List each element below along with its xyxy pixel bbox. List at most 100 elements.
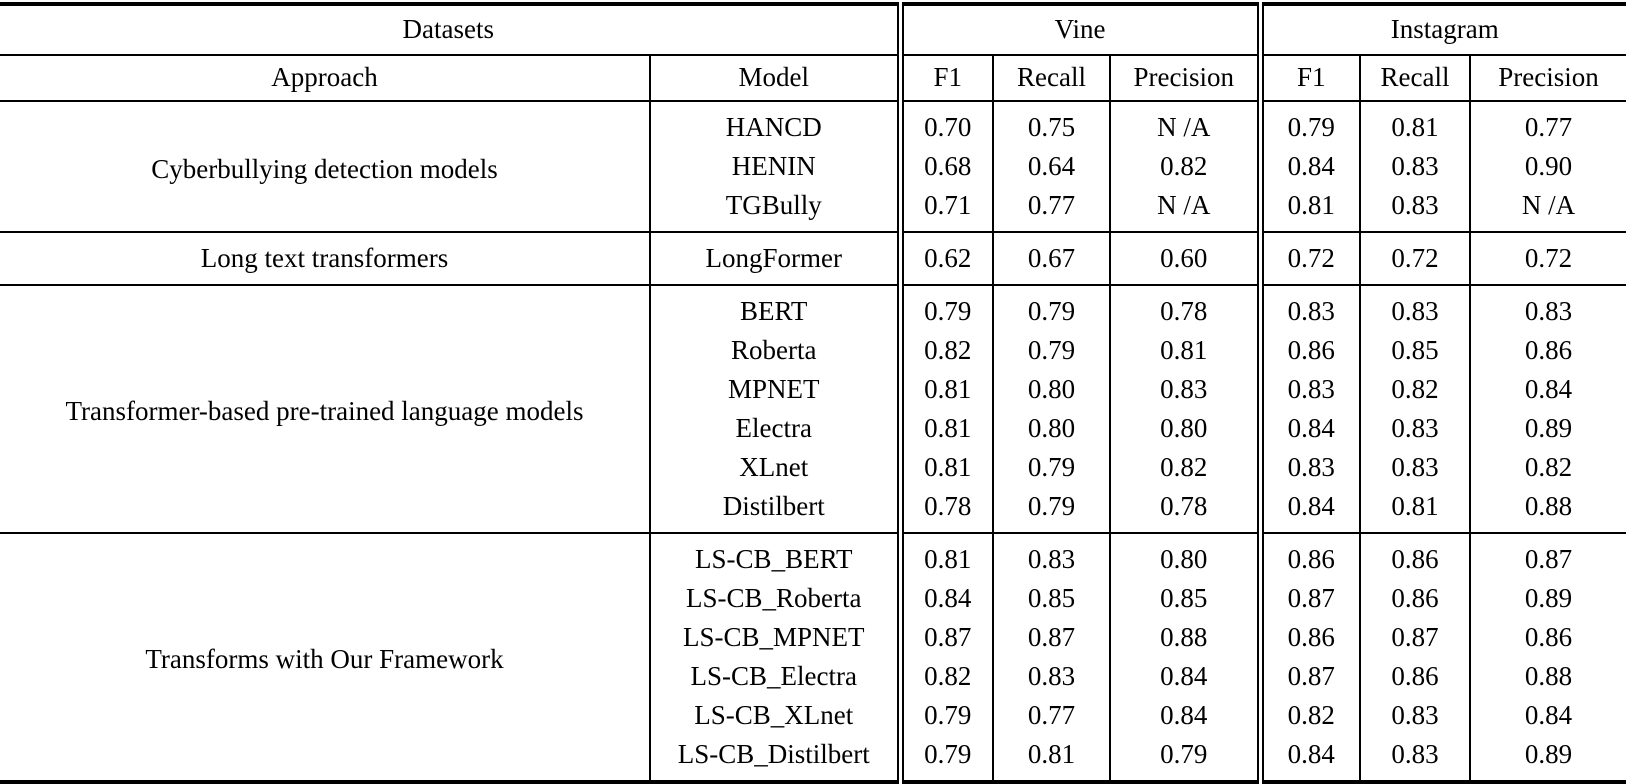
metric-value-cell: 0.88 bbox=[1469, 487, 1626, 533]
metric-value-cell: 0.83 bbox=[1256, 448, 1361, 487]
metric-value-cell: 0.83 bbox=[1256, 370, 1361, 409]
approach-cell: Transformer-based pre-trained language m… bbox=[65, 396, 584, 427]
metric-value-cell: 0.87 bbox=[896, 618, 993, 657]
metric-value-cell: 0.82 bbox=[1108, 147, 1261, 186]
table-row: LS-CB_MPNET 0.87 0.87 0.88 0.86 0.87 0.86 bbox=[0, 618, 1626, 657]
model-cell: MPNET bbox=[649, 370, 900, 409]
approach-group: Cyberbullying detection models HANCD 0.70 0… bbox=[0, 101, 1626, 232]
table-row: Transforms with Our Framework LS-CB_BERT 0… bbox=[0, 533, 1626, 674]
table-row: Roberta 0.82 0.79 0.81 0.86 0.85 0.86 bbox=[0, 331, 1626, 370]
metric-value-cell: N /A bbox=[1108, 186, 1261, 232]
metric-value-cell: 0.79 bbox=[896, 735, 993, 783]
table-row: Transformer-based pre-trained language m… bbox=[0, 285, 1626, 426]
metric-value-cell: 0.87 bbox=[992, 618, 1110, 657]
metric-value-cell: 0.84 bbox=[1469, 696, 1626, 735]
vine-precision-column-header: Precision bbox=[1108, 54, 1261, 101]
header-row-datasets: Datasets Vine Instagram bbox=[0, 4, 1626, 55]
metric-value-cell: 0.83 bbox=[1359, 696, 1471, 735]
table-header: Datasets Vine Instagram Approach Model F… bbox=[0, 4, 1626, 101]
metric-value-cell: 0.83 bbox=[1359, 735, 1471, 783]
metric-value-cell: 0.87 bbox=[1359, 618, 1471, 657]
metric-value-cell: 0.84 bbox=[1108, 657, 1261, 696]
metric-value-cell: 0.79 bbox=[992, 331, 1110, 370]
table-row: MPNET 0.81 0.80 0.83 0.83 0.82 0.84 bbox=[0, 370, 1626, 409]
metric-value-cell: 0.84 bbox=[1256, 735, 1361, 783]
datasets-header: Datasets bbox=[402, 14, 494, 45]
table-row: LS-CB_Electra 0.82 0.83 0.84 0.87 0.86 0.88 bbox=[0, 657, 1626, 696]
metric-value-cell: 0.80 bbox=[992, 409, 1110, 448]
metric-value-cell: 0.89 bbox=[1469, 409, 1626, 448]
metric-value-cell: 0.86 bbox=[1256, 533, 1361, 579]
model-cell: Distilbert bbox=[649, 487, 900, 533]
metric-value-cell: 0.89 bbox=[1469, 579, 1626, 618]
approach-cell: Cyberbullying detection models bbox=[151, 153, 498, 184]
model-cell: BERT bbox=[649, 285, 900, 331]
metric-value-cell: 0.83 bbox=[1256, 285, 1361, 331]
metric-value-cell: 0.86 bbox=[1256, 618, 1361, 657]
metric-value-cell: 0.81 bbox=[896, 533, 993, 579]
metric-value-cell: 0.79 bbox=[992, 285, 1110, 331]
metric-value-cell: 0.88 bbox=[1108, 618, 1261, 657]
metric-value-cell: 0.79 bbox=[1256, 101, 1361, 147]
metric-value-cell: N /A bbox=[1108, 101, 1261, 147]
metric-value-cell: 0.87 bbox=[1256, 579, 1361, 618]
metric-value-cell: 0.75 bbox=[992, 101, 1110, 147]
model-cell: LS-CB_Electra bbox=[649, 657, 900, 696]
metric-value-cell: 0.79 bbox=[896, 696, 993, 735]
approach-cell: Long text transformers bbox=[200, 242, 449, 273]
model-cell: XLnet bbox=[649, 448, 900, 487]
metric-value-cell: 0.77 bbox=[992, 186, 1110, 232]
metric-value-cell: 0.84 bbox=[1256, 487, 1361, 533]
metric-value-cell: 0.84 bbox=[1108, 696, 1261, 735]
table-row: LS-CB_Distilbert 0.79 0.81 0.79 0.84 0.83 0.89 bbox=[0, 735, 1626, 783]
vine-f1-column-header: F1 bbox=[896, 54, 993, 101]
model-cell: LS-CB_BERT bbox=[649, 533, 900, 579]
metric-value-cell: 0.84 bbox=[896, 579, 993, 618]
metric-value-cell: 0.82 bbox=[1469, 448, 1626, 487]
metric-value-cell: 0.87 bbox=[1469, 533, 1626, 579]
approach-cell: Transforms with Our Framework bbox=[145, 644, 504, 675]
metric-value-cell: 0.81 bbox=[896, 370, 993, 409]
metric-value-cell: 0.85 bbox=[1359, 331, 1471, 370]
metric-value-cell: 0.86 bbox=[1256, 331, 1361, 370]
approach-group: Transforms with Our Framework LS-CB_BERT 0… bbox=[0, 533, 1626, 783]
model-cell: LS-CB_XLnet bbox=[649, 696, 900, 735]
metric-value-cell: 0.81 bbox=[1256, 186, 1361, 232]
metric-value-cell: 0.86 bbox=[1469, 618, 1626, 657]
model-cell: Roberta bbox=[649, 331, 900, 370]
metric-value-cell: 0.89 bbox=[1469, 735, 1626, 783]
metric-value-cell: 0.72 bbox=[1256, 232, 1361, 285]
metric-value-cell: 0.85 bbox=[1108, 579, 1261, 618]
metric-value-cell: 0.86 bbox=[1359, 579, 1471, 618]
metric-value-cell: 0.86 bbox=[1359, 657, 1471, 696]
metric-value-cell: 0.60 bbox=[1108, 232, 1261, 285]
metric-value-cell: 0.78 bbox=[896, 487, 993, 533]
approach-column-header: Approach bbox=[0, 54, 650, 101]
metric-value-cell: 0.77 bbox=[1469, 101, 1626, 147]
metric-value-cell: 0.88 bbox=[1469, 657, 1626, 696]
metric-value-cell: 0.64 bbox=[992, 147, 1110, 186]
metric-value-cell: 0.82 bbox=[896, 657, 993, 696]
metric-value-cell: 0.82 bbox=[1359, 370, 1471, 409]
metric-value-cell: 0.84 bbox=[1469, 370, 1626, 409]
instagram-recall-column-header: Recall bbox=[1359, 54, 1471, 101]
metric-value-cell: 0.82 bbox=[896, 331, 993, 370]
metric-value-cell: 0.72 bbox=[1469, 232, 1626, 285]
metric-value-cell: 0.67 bbox=[992, 232, 1110, 285]
metric-value-cell: 0.83 bbox=[1359, 285, 1471, 331]
model-cell: LS-CB_Roberta bbox=[649, 579, 900, 618]
metric-value-cell: 0.83 bbox=[1108, 370, 1261, 409]
metric-value-cell: 0.72 bbox=[1359, 232, 1471, 285]
metric-value-cell: 0.86 bbox=[1359, 533, 1471, 579]
metric-value-cell: 0.83 bbox=[992, 657, 1110, 696]
metric-value-cell: 0.71 bbox=[896, 186, 993, 232]
metric-value-cell: 0.84 bbox=[1256, 409, 1361, 448]
metric-value-cell: 0.80 bbox=[1108, 533, 1261, 579]
model-cell: HENIN bbox=[649, 147, 900, 186]
metric-value-cell: 0.79 bbox=[896, 285, 993, 331]
table-row: Distilbert 0.78 0.79 0.78 0.84 0.81 0.88 bbox=[0, 487, 1626, 533]
metric-value-cell: 0.68 bbox=[896, 147, 993, 186]
metric-value-cell: 0.90 bbox=[1469, 147, 1626, 186]
metric-value-cell: 0.62 bbox=[896, 232, 993, 285]
